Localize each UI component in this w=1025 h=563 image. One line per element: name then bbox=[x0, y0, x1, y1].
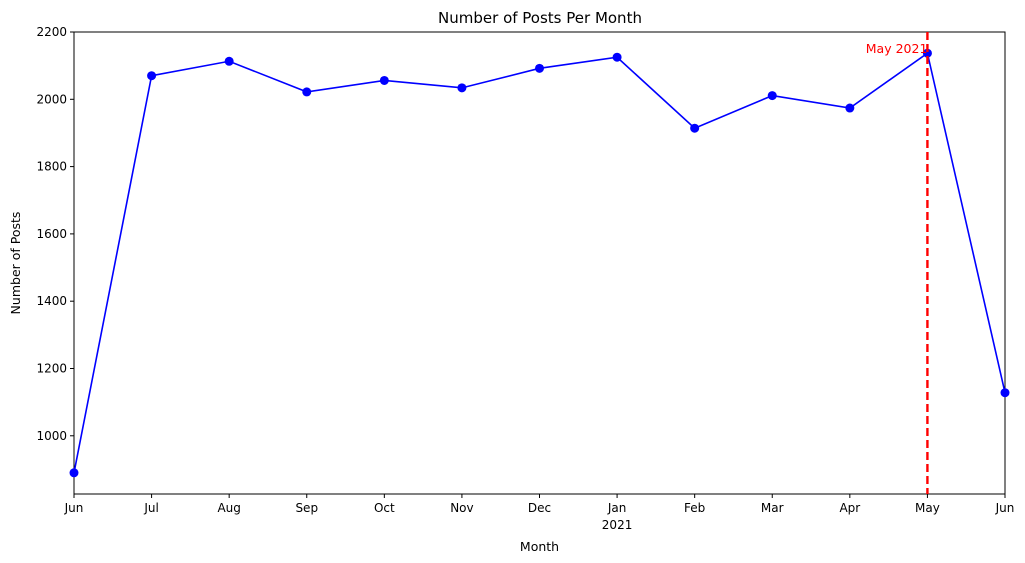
x-tick-label: Jun bbox=[64, 501, 84, 515]
y-tick-label: 1800 bbox=[36, 160, 67, 174]
x-tick-label: Oct bbox=[374, 501, 395, 515]
data-point bbox=[612, 52, 622, 62]
y-tick-label: 2200 bbox=[36, 25, 67, 39]
x-tick-label: Feb bbox=[684, 501, 705, 515]
data-point bbox=[224, 56, 234, 66]
x-axis: Jun Jul Aug Sep Oct Nov Dec Jan Feb Mar Apr May Jun bbox=[64, 494, 1015, 515]
x-tick-label: Sep bbox=[295, 501, 318, 515]
y-tick-label: 1000 bbox=[36, 429, 67, 443]
x-axis-label: Month bbox=[520, 539, 559, 554]
data-point bbox=[767, 91, 777, 101]
x-tick-label: Apr bbox=[839, 501, 860, 515]
y-axis: 1000 1200 1400 1600 1800 2000 2200 bbox=[36, 25, 74, 443]
x-tick-label: Jan bbox=[607, 501, 627, 515]
y-tick-label: 1600 bbox=[36, 227, 67, 241]
x-year-label: 2021 bbox=[602, 518, 633, 532]
plot-frame bbox=[73, 31, 1006, 495]
data-point bbox=[302, 87, 312, 97]
series-line bbox=[73, 51, 1006, 473]
x-tick-label: Aug bbox=[217, 501, 240, 515]
data-point bbox=[147, 71, 157, 81]
data-point bbox=[922, 48, 932, 58]
series-layer bbox=[69, 48, 1010, 478]
data-point bbox=[1000, 388, 1010, 398]
data-point bbox=[379, 75, 389, 85]
data-point bbox=[845, 103, 855, 113]
x-tick-label: Mar bbox=[761, 501, 784, 515]
y-tick-label: 1400 bbox=[36, 294, 67, 308]
chart-title: Number of Posts Per Month bbox=[438, 9, 642, 27]
data-point bbox=[535, 63, 544, 73]
x-tick-label: Jul bbox=[143, 501, 158, 515]
y-axis-label: Number of Posts bbox=[8, 212, 23, 315]
x-tick-label: May bbox=[915, 501, 940, 515]
x-tick-label: Jun bbox=[995, 501, 1015, 515]
x-tick-label: Dec bbox=[528, 501, 551, 515]
x-tick-label: Nov bbox=[450, 501, 473, 515]
data-point bbox=[457, 83, 467, 93]
data-point bbox=[69, 468, 79, 478]
data-point bbox=[690, 123, 700, 133]
annotation-label: May 2021 bbox=[866, 41, 928, 56]
y-tick-label: 1200 bbox=[36, 361, 67, 375]
annotation-layer: May 2021 bbox=[866, 32, 929, 494]
y-tick-label: 2000 bbox=[36, 92, 67, 106]
